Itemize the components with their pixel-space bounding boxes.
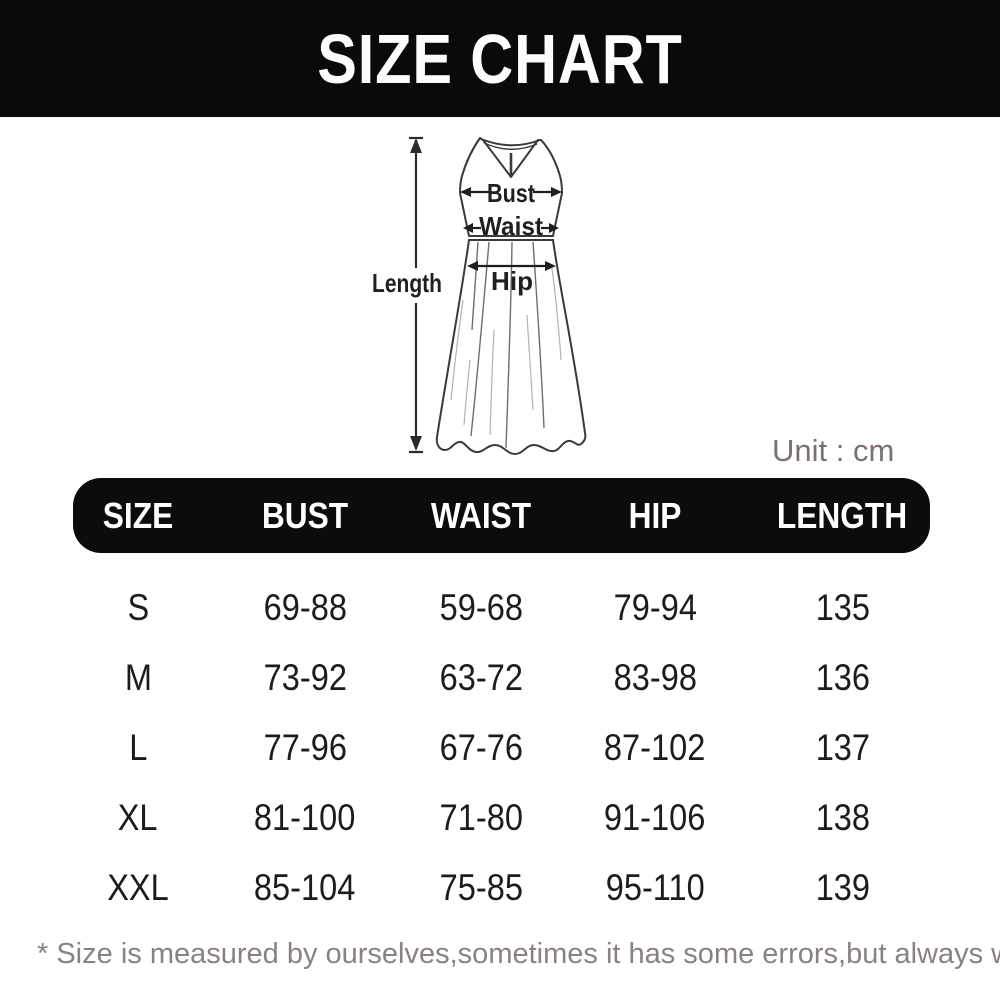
column-header-hip: HIP (628, 494, 682, 536)
table-cell: 79-94 (613, 587, 697, 628)
table-row-xl: XL 81-100 71-80 91-106 138 (73, 783, 930, 853)
table-row-s: S 69-88 59-68 79-94 135 (73, 573, 930, 643)
waist-label: Waist (479, 211, 543, 241)
page-title: SIZE CHART (317, 19, 683, 98)
table-cell: 85-104 (254, 867, 356, 908)
table-cell: L (128, 727, 148, 768)
table-cell: 139 (815, 867, 870, 908)
length-label: Length (372, 268, 442, 298)
table-cell: 67-76 (439, 727, 523, 768)
table-cell: 71-80 (439, 797, 523, 838)
table-cell: 137 (815, 727, 870, 768)
table-row-xxl: XXL 85-104 75-85 95-110 139 (73, 853, 930, 923)
table-cell: 136 (815, 657, 870, 698)
hip-label: Hip (491, 266, 533, 296)
skirt-pleat-lines (470, 241, 545, 449)
table-cell: S (127, 587, 149, 628)
table-cell: XXL (107, 867, 169, 908)
length-arrow (409, 136, 423, 454)
table-cell: 138 (815, 797, 870, 838)
dress-skirt (435, 239, 587, 455)
table-cell: 59-68 (439, 587, 523, 628)
dress-bodice (459, 137, 563, 241)
table-cell: 77-96 (263, 727, 347, 768)
size-table-body: S 69-88 59-68 79-94 135 M 73-92 63-72 83… (73, 573, 930, 923)
column-header-bust: BUST (261, 494, 349, 536)
table-cell: 63-72 (439, 657, 523, 698)
table-cell: 83-98 (613, 657, 697, 698)
dress-measurement-diagram: Length Bust (372, 136, 587, 455)
header-banner: SIZE CHART (0, 0, 1000, 117)
collar-line (480, 138, 541, 147)
disclaimer-note: * Size is measured by ourselves,sometime… (37, 938, 1000, 970)
table-row-l: L 77-96 67-76 87-102 137 (73, 713, 930, 783)
unit-label: Unit : cm (772, 433, 895, 468)
table-cell: 81-100 (254, 797, 356, 838)
table-row-m: M 73-92 63-72 83-98 136 (73, 643, 930, 713)
waist-arrow (463, 223, 559, 233)
table-cell: 73-92 (263, 657, 347, 698)
column-header-length: LENGTH (777, 494, 908, 536)
table-cell: 91-106 (604, 797, 706, 838)
table-cell: M (124, 657, 152, 698)
table-cell: XL (118, 797, 158, 838)
skirt-drape-lines (450, 267, 562, 436)
table-cell: 87-102 (604, 727, 706, 768)
table-cell: 75-85 (439, 867, 523, 908)
bust-label: Bust (487, 178, 535, 208)
table-cell: 135 (815, 587, 870, 628)
table-cell: 95-110 (605, 867, 705, 908)
column-header-size: SIZE (102, 494, 174, 536)
bust-arrow (460, 187, 562, 197)
hip-arrow (467, 261, 556, 271)
table-cell: 69-88 (263, 587, 347, 628)
size-table-header-row: SIZE BUST WAIST HIP LENGTH (73, 478, 930, 553)
collar-inner-line (483, 142, 538, 150)
column-header-waist: WAIST (430, 494, 532, 536)
